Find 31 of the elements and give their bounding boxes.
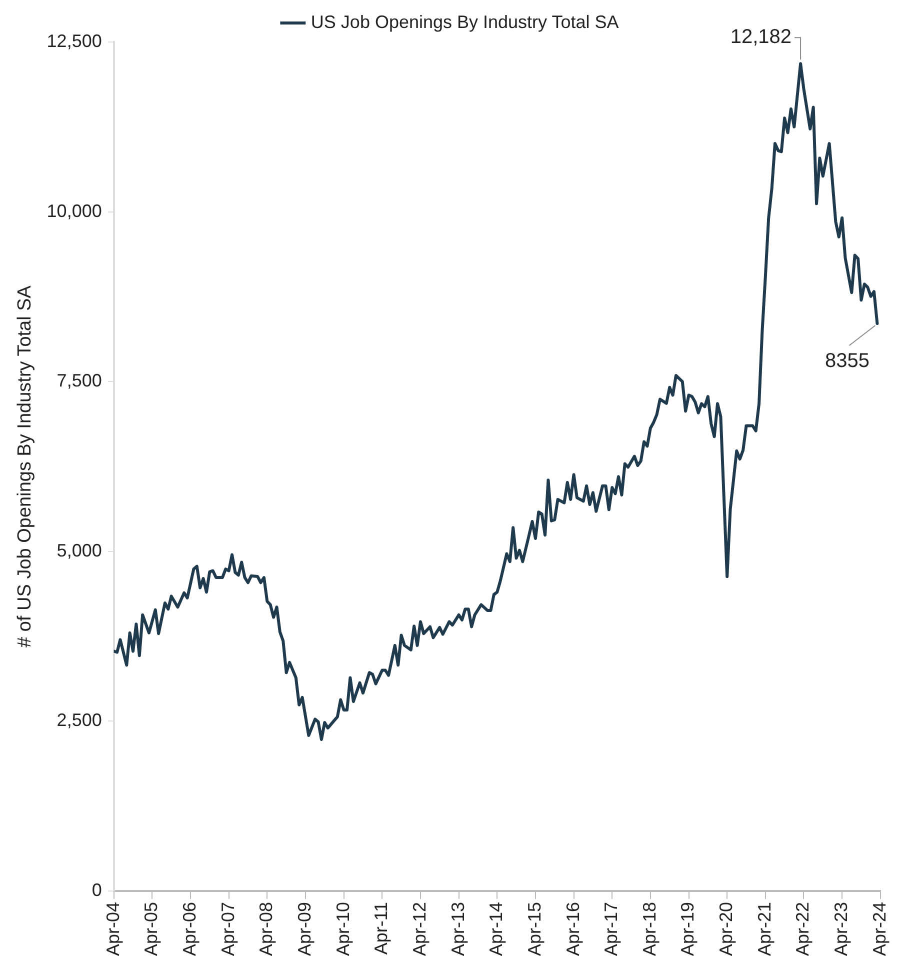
y-tick-label: 5,000 [56, 540, 102, 560]
x-tick-label: Apr-22 [792, 902, 813, 956]
x-tick-label: Apr-15 [524, 902, 544, 956]
x-tick-label: Apr-13 [448, 902, 468, 956]
x-tick-label: Apr-17 [601, 902, 622, 956]
annotation: 12,182 [730, 26, 792, 48]
x-tick-label: Apr-21 [754, 902, 774, 956]
x-tick-label: Apr-05 [141, 902, 162, 956]
x-tick-label: Apr-12 [409, 902, 430, 956]
x-tick-label: Apr-16 [562, 902, 583, 956]
x-tick-label: Apr-10 [332, 902, 353, 956]
x-tick-label: Apr-23 [831, 902, 852, 956]
x-tick-label: Apr-04 [102, 902, 123, 956]
annotation: 8355 [824, 350, 870, 372]
x-tick-label: Apr-20 [716, 902, 736, 956]
x-tick-label: Apr-24 [869, 902, 890, 956]
y-tick-label: 10,000 [46, 200, 102, 221]
y-axis-title: # of US Job Openings By Industry Total SA [14, 285, 36, 648]
x-tick-label: Apr-08 [256, 902, 276, 956]
x-tick-label: Apr-07 [218, 902, 238, 956]
legend-label: US Job Openings By Industry Total SA [310, 12, 619, 32]
x-tick-label: Apr-14 [486, 902, 506, 956]
y-tick-label: 7,500 [56, 370, 102, 391]
x-tick-label: Apr-09 [294, 902, 314, 956]
y-tick-label: 2,500 [56, 710, 102, 730]
x-tick-label: Apr-11 [371, 902, 392, 955]
y-tick-label: 0 [92, 880, 102, 900]
x-tick-label: Apr-18 [639, 902, 660, 956]
x-tick-label: Apr-19 [678, 902, 698, 956]
y-tick-label: 12,500 [46, 30, 102, 51]
x-tick-label: Apr-06 [179, 902, 200, 956]
